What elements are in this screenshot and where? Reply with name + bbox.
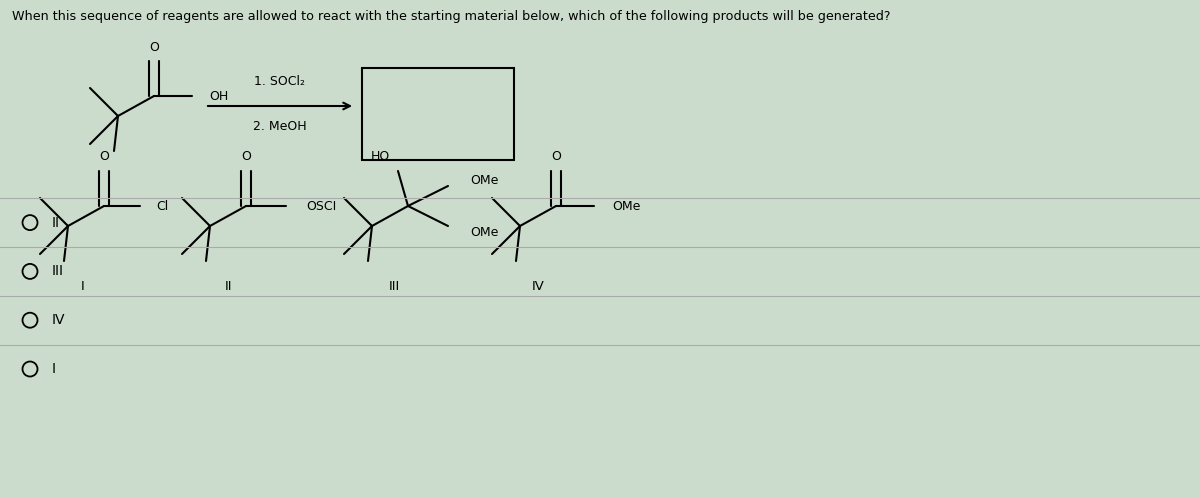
Text: 1. SOCl₂: 1. SOCl₂ [254, 75, 306, 88]
Text: OH: OH [209, 90, 228, 103]
Text: I: I [82, 279, 85, 292]
Text: II: II [224, 279, 232, 292]
Text: II: II [52, 216, 60, 230]
Text: Cl: Cl [156, 200, 168, 213]
Text: OMe: OMe [470, 173, 498, 186]
Text: IV: IV [532, 279, 545, 292]
Text: When this sequence of reagents are allowed to react with the starting material b: When this sequence of reagents are allow… [12, 10, 890, 23]
Text: 2. MeOH: 2. MeOH [253, 120, 307, 132]
Text: O: O [100, 150, 109, 163]
Text: III: III [389, 279, 400, 292]
Text: O: O [551, 150, 560, 163]
Text: III: III [52, 264, 64, 278]
Text: O: O [241, 150, 251, 163]
Text: HO: HO [371, 150, 390, 163]
Text: OSCI: OSCI [306, 200, 336, 213]
Bar [362, 68, 514, 160]
Text: OMe: OMe [612, 200, 641, 213]
Text: I: I [52, 362, 56, 376]
Text: OMe: OMe [470, 226, 498, 239]
Text: IV: IV [52, 313, 66, 327]
Text: O: O [149, 40, 158, 53]
